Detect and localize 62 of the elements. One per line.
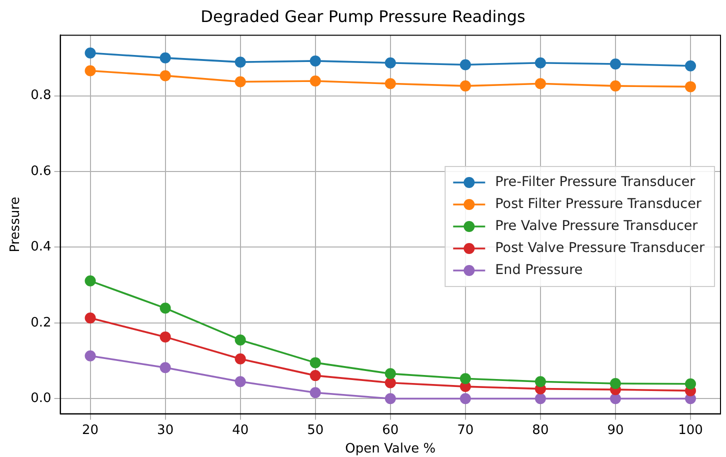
point [684, 378, 696, 390]
x-tick-label: 50 [307, 422, 324, 438]
x-tick-label: 60 [382, 422, 399, 438]
y-tick-label: 0.8 [30, 88, 52, 104]
y-tick-label: 0.4 [30, 240, 52, 255]
y-tick-label: 0.6 [30, 164, 52, 179]
chart-title: Degraded Gear Pump Pressure Readings [200, 6, 526, 26]
point [310, 370, 321, 382]
legend-label: Post Filter Pressure Transducer [495, 196, 702, 212]
y-tick-label: 0.0 [30, 391, 52, 406]
x-axis-title: Open Valve % [345, 442, 436, 457]
point [610, 378, 621, 390]
legend-label: End Pressure [495, 262, 583, 278]
point [384, 368, 396, 380]
point [84, 65, 96, 76]
point [84, 350, 96, 362]
point [460, 59, 471, 70]
point [384, 57, 396, 68]
point [234, 376, 246, 388]
point [610, 58, 621, 70]
x-tick-label: 80 [532, 422, 549, 438]
point [234, 76, 246, 88]
point [684, 60, 696, 72]
point [310, 76, 321, 87]
point [160, 331, 171, 342]
point [534, 376, 546, 388]
point [460, 393, 471, 404]
point [534, 393, 546, 404]
point [460, 80, 471, 92]
point [84, 275, 96, 286]
point [384, 78, 396, 90]
y-axis-title: Pressure [8, 196, 24, 252]
point [460, 373, 471, 384]
point [684, 81, 696, 92]
legend-label: Pre-Filter Pressure Transducer [495, 174, 696, 190]
point [160, 52, 171, 64]
legend-label: Pre Valve Pressure Transducer [495, 218, 698, 234]
y-tick-label: 0.2 [30, 315, 52, 330]
point [84, 312, 96, 324]
x-tick-label: 90 [607, 422, 624, 438]
x-tick-label: 100 [678, 422, 703, 438]
point [160, 70, 171, 82]
point [310, 55, 321, 66]
legend-label: Post Valve Pressure Transducer [495, 240, 705, 256]
point [610, 393, 621, 404]
point [310, 387, 321, 398]
x-tick-label: 40 [232, 422, 249, 438]
point [384, 393, 396, 404]
x-tick-label: 30 [157, 422, 174, 438]
point [310, 357, 321, 368]
point [234, 56, 246, 68]
point [84, 47, 96, 58]
point [160, 362, 171, 374]
x-tick-label: 20 [82, 422, 99, 438]
point [610, 80, 621, 92]
point [160, 302, 171, 314]
point [234, 353, 246, 364]
point [534, 78, 546, 90]
point [384, 377, 396, 388]
x-tick-label: 70 [457, 422, 474, 438]
point [534, 57, 546, 68]
point [234, 334, 246, 346]
